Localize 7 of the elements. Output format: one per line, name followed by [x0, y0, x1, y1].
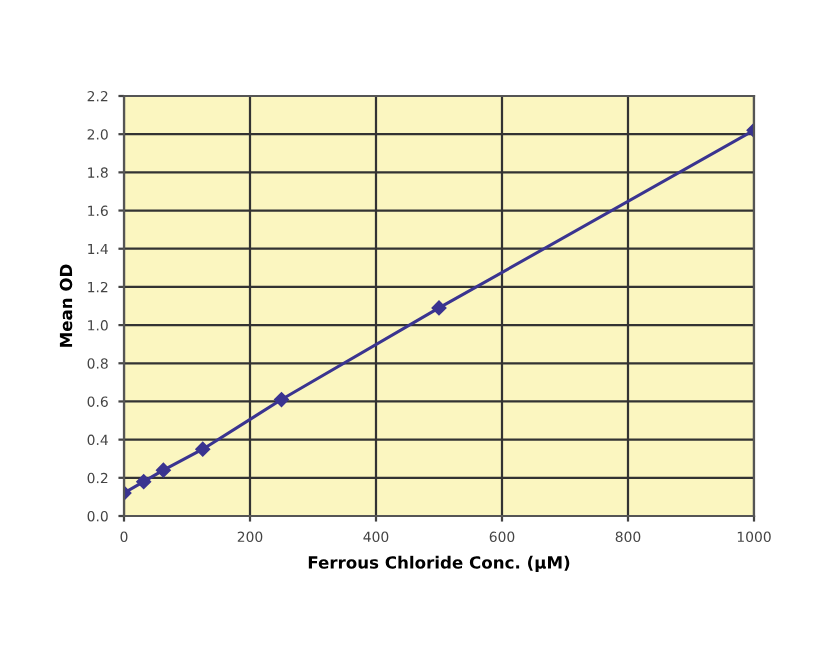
point: [136, 474, 151, 489]
point: [431, 300, 447, 316]
point: [274, 392, 289, 407]
point: [156, 462, 171, 478]
x-axis-title: Ferrous Chloride Conc. (µM): [308, 555, 570, 572]
point: [195, 441, 211, 457]
y-axis-title: Mean OD: [59, 264, 73, 347]
